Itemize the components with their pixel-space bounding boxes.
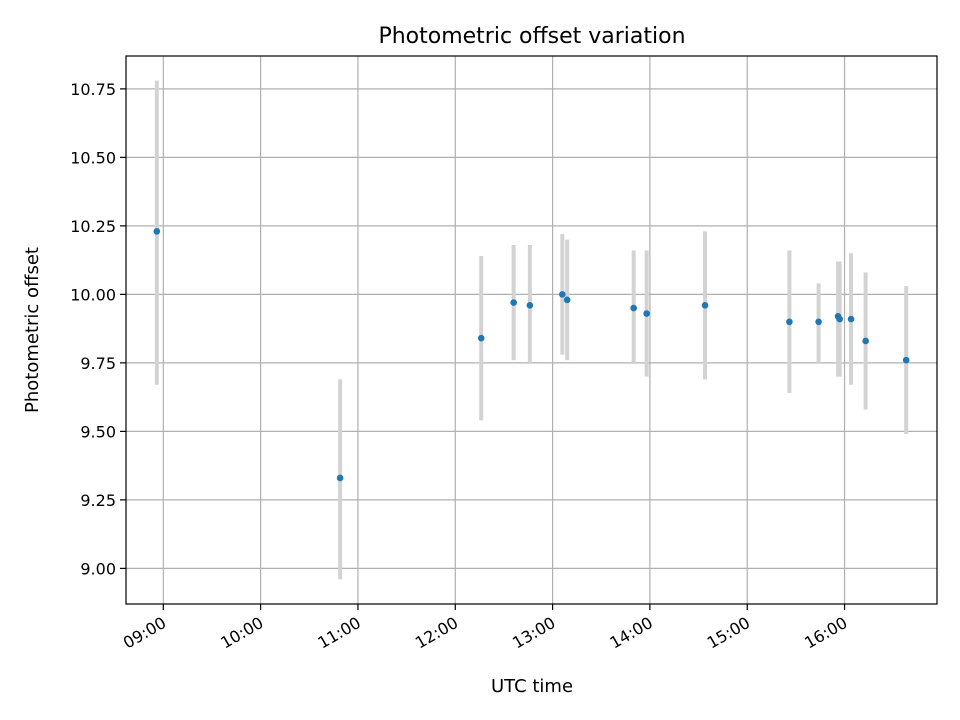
data-point [477, 334, 485, 342]
data-point [902, 356, 910, 364]
data-point [643, 310, 650, 317]
data-point [847, 315, 855, 323]
data-point [526, 302, 534, 309]
x-axis-label: UTC time [491, 676, 573, 697]
y-tick-label: 10.50 [70, 148, 116, 167]
y-axis-ticks: 9.00 9.25 9.50 9.75 10.00 10.25 10.50 10.75 [70, 80, 126, 578]
y-tick-label: 10.75 [70, 80, 116, 99]
data-point [559, 291, 566, 298]
x-tick-label: 15:00 [704, 613, 753, 653]
data-point [862, 337, 869, 345]
data-point [786, 318, 793, 326]
data-point [510, 299, 517, 306]
plot-frame [125, 55, 938, 605]
y-tick-label: 9.25 [80, 491, 116, 510]
chart-title: Photometric offset variation [378, 24, 685, 49]
x-tick-label: 13:00 [509, 613, 558, 653]
y-tick-label: 10.25 [70, 217, 116, 236]
data-point [836, 315, 843, 323]
data-point [336, 474, 344, 482]
x-tick-label: 16:00 [801, 613, 850, 653]
x-tick-label: 10:00 [217, 613, 266, 653]
y-tick-label: 9.00 [80, 559, 116, 578]
data-point [630, 304, 637, 312]
y-tick-label: 9.50 [80, 422, 116, 441]
data-point [563, 296, 571, 304]
x-tick-label: 09:00 [120, 613, 169, 653]
y-tick-label: 10.00 [70, 285, 116, 304]
data-points [153, 228, 910, 482]
x-tick-label: 14:00 [606, 613, 655, 653]
data-point [153, 228, 161, 235]
y-tick-label: 9.75 [80, 354, 116, 373]
y-axis-label: Photometric offset [22, 247, 43, 413]
error-bars [154, 80, 909, 580]
x-axis-ticks: 09:00 10:00 11:00 12:00 13:00 14:00 15:00 16:00 [120, 604, 851, 653]
x-tick-label: 11:00 [315, 613, 364, 653]
x-tick-label: 12:00 [412, 613, 461, 653]
data-point [701, 302, 709, 309]
data-point [815, 318, 822, 326]
